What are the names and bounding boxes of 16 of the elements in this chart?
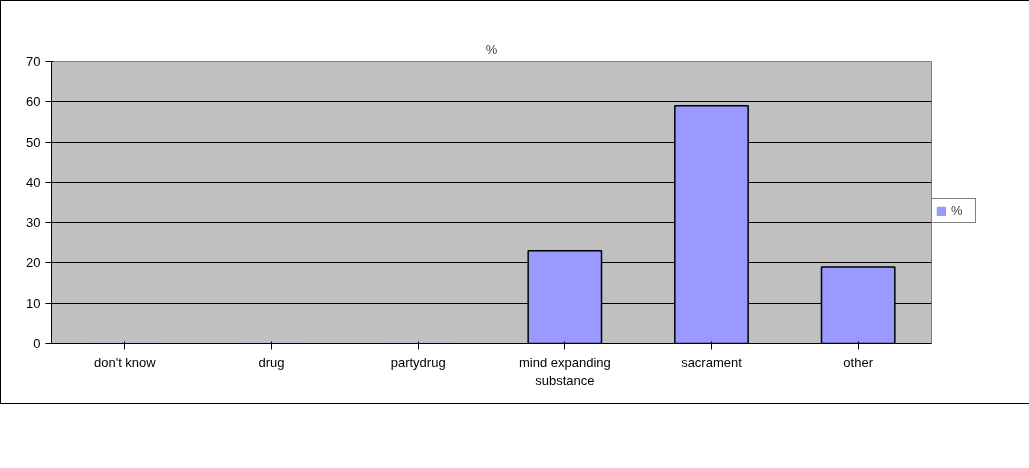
- y-tick-label: 0: [33, 336, 41, 351]
- x-tick-label: partydrug: [390, 354, 446, 370]
- x-tick-label: drug: [258, 354, 285, 370]
- chart-title: %: [485, 41, 498, 57]
- y-tick-label: 30: [26, 215, 41, 231]
- x-tick-label: other: [843, 354, 874, 370]
- y-tick-label: 10: [26, 295, 41, 311]
- legend-label: %: [951, 203, 964, 218]
- y-tick-label: 20: [26, 255, 41, 271]
- x-tick-label: don't know: [93, 354, 157, 370]
- y-tick-label: 60: [26, 94, 41, 110]
- y-tick-label: 70: [26, 54, 41, 69]
- y-tick-label: 40: [26, 174, 41, 190]
- x-tick-label: sacrament: [681, 354, 743, 370]
- y-tick-label: 50: [26, 134, 41, 150]
- x-tick-label: mind expanding substance: [518, 354, 611, 388]
